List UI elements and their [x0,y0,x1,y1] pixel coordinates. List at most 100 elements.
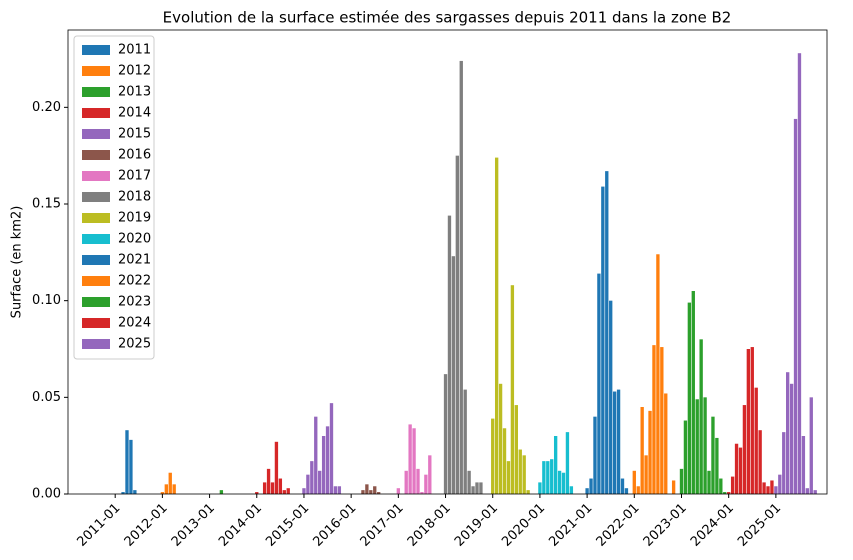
bar [310,461,314,494]
x-tick-label: 2021-01 [546,501,595,550]
bar [699,339,703,494]
bar [459,60,463,494]
bar [369,490,373,494]
bar [538,482,542,494]
legend-swatch [82,276,110,286]
legend-label: 2019 [118,211,151,226]
bar [660,347,664,494]
x-tick-label: 2022-01 [594,501,643,550]
bar [514,405,518,494]
x-tick-label: 2011-01 [74,501,123,550]
bar [624,488,629,494]
x-tick-label: 2014-01 [216,501,265,550]
bar [416,468,420,494]
x-tick-label: 2025-01 [735,501,784,550]
legend-swatch [82,129,110,139]
legend-swatch [82,45,110,55]
legend-label: 2012 [118,64,151,79]
bar [742,405,747,494]
x-tick-label: 2015-01 [263,501,312,550]
legend-swatch [82,108,110,118]
bar [133,490,137,494]
bar [687,302,692,494]
bar [797,53,802,494]
bar [612,391,617,494]
bar [491,418,495,494]
bar [597,273,601,494]
legend-swatch [82,150,110,160]
bar [479,482,483,494]
bar [494,157,499,494]
legend-swatch [82,255,110,265]
legend-label: 2025 [118,337,151,352]
bar [778,474,782,494]
bar [809,397,813,494]
bar [727,492,731,494]
bar [522,455,526,494]
bar [160,492,165,494]
legend-swatch [82,192,110,202]
bar [561,472,566,494]
bar [758,430,762,494]
x-tick-label: 2019-01 [452,501,501,550]
x-tick-label: 2016-01 [310,501,359,550]
x-tick-label: 2013-01 [169,501,218,550]
bar [640,407,644,494]
bar [302,488,306,494]
bar [325,426,330,494]
bar [801,436,806,494]
legend-swatch [82,234,110,244]
bar [463,389,467,494]
bar [270,482,275,494]
bar [609,300,613,494]
bar [282,490,286,494]
bar [471,486,475,494]
legend-label: 2015 [118,127,151,142]
bar [318,470,322,494]
bar [553,436,558,494]
bar [365,484,369,494]
bar [770,480,774,494]
y-tick-label: 0.10 [32,293,61,308]
bar [786,372,790,494]
bar [526,490,530,494]
bar [337,486,342,494]
bar [648,410,652,494]
x-tick-label: 2012-01 [122,501,171,550]
bar [321,436,326,494]
bar [467,470,471,494]
bar [424,474,428,494]
bar [585,488,589,494]
legend-swatch [82,213,110,223]
bar [412,428,416,494]
bar [695,399,699,494]
bar [656,254,660,494]
bar [404,470,408,494]
y-tick-label: 0.05 [32,390,61,405]
bar [502,428,507,494]
bar [664,393,668,494]
bar [691,291,695,494]
bar [373,486,377,494]
x-tick-label: 2023-01 [641,501,690,550]
bar [644,455,648,494]
x-tick-label: 2018-01 [405,501,454,550]
bar [443,374,448,494]
bar [652,345,656,494]
bar [616,389,621,494]
bar [738,447,743,494]
x-tick-label: 2020-01 [499,501,548,550]
bar [168,472,172,494]
bar [546,461,550,494]
legend: 2011 2012 2013 2014 2015 2016 2017 2018 2019 2020… [73,35,155,360]
y-tick-label: 0.20 [32,100,61,115]
bar [754,387,758,494]
bar [164,484,168,494]
bar [447,215,452,494]
bar [679,468,684,494]
legend-label: 2023 [118,295,151,310]
legend-label: 2022 [118,274,151,289]
bar [746,349,751,494]
bar [601,186,605,494]
bar [750,347,754,494]
